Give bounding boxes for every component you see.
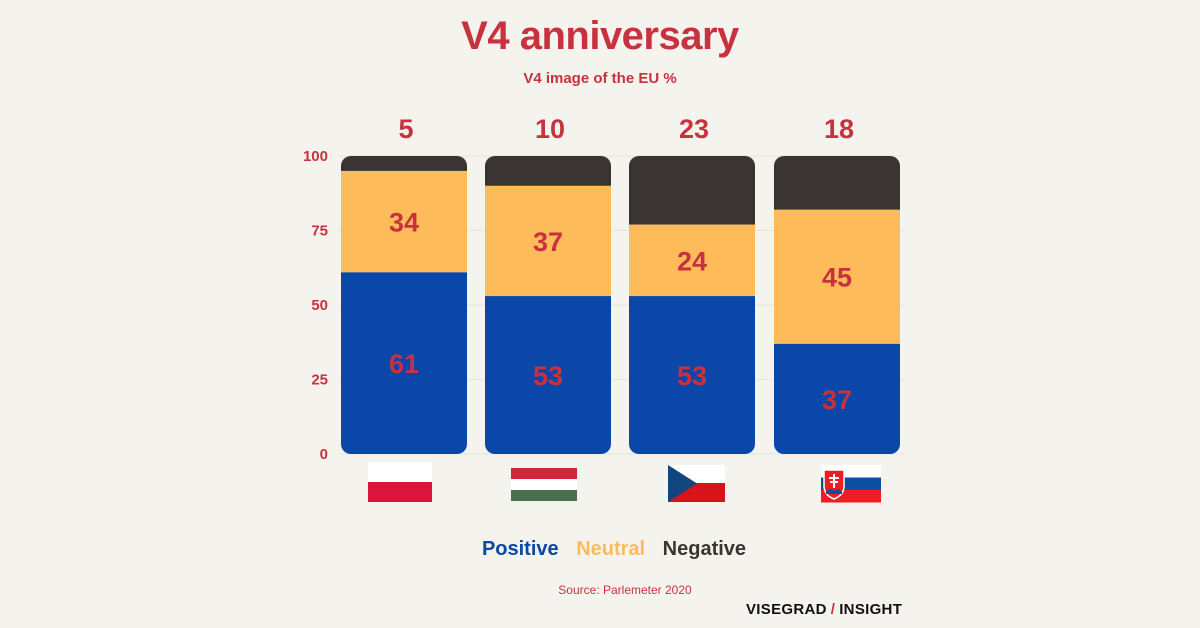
bar-segment-neutral [341, 170, 467, 273]
y-tick-label: 75 [311, 223, 328, 240]
bar-label-positive: 37 [822, 385, 852, 415]
brand-left: VISEGRAD [746, 601, 827, 618]
brand-separator: / [830, 601, 836, 618]
bar-segment-negative [629, 156, 755, 225]
bar-segment-positive [629, 296, 755, 454]
flag-poland-icon [368, 462, 432, 502]
bar-group-3 [774, 156, 900, 454]
bar-label-positive: 61 [389, 349, 419, 379]
source-note: Source: Parlemeter 2020 [558, 583, 692, 597]
bar-label-negative: 18 [824, 114, 854, 144]
legend-positive: Positive [481, 538, 559, 560]
bar-group-0 [341, 156, 467, 454]
bar-segment-positive [485, 296, 611, 454]
bar-segment-neutral [485, 185, 611, 297]
bar-label-positive: 53 [533, 361, 563, 391]
y-tick-label: 100 [303, 148, 328, 165]
bar-label-neutral: 34 [389, 208, 419, 238]
bar-label-neutral: 45 [822, 263, 852, 293]
y-tick-label: 25 [311, 372, 328, 389]
bar-segment-positive [341, 272, 467, 454]
y-tick-label: 50 [311, 297, 328, 314]
bars: 61 34 5 53 37 10 53 24 23 37 45 18 [341, 114, 900, 454]
bar-segment-negative [774, 156, 900, 210]
legend: Positive Neutral Negative [0, 538, 1200, 561]
bar-segment-neutral [629, 224, 755, 297]
flag-czech-icon [668, 465, 725, 502]
bar-group-2 [629, 156, 755, 454]
bar-segment-positive [774, 343, 900, 454]
bar-label-negative: 23 [679, 114, 709, 144]
brand-right: INSIGHT [839, 601, 903, 618]
chart-subtitle: V4 image of the EU % [523, 70, 677, 87]
bar-label-negative: 5 [398, 114, 413, 144]
flag-slovakia-icon [821, 465, 881, 503]
bar-label-negative: 10 [535, 114, 565, 144]
legend-neutral: Neutral [576, 538, 646, 560]
bar-label-neutral: 24 [677, 246, 707, 276]
bar-segment-negative [341, 156, 467, 171]
bar-segment-negative [485, 156, 611, 186]
flag-hungary-icon [511, 468, 577, 501]
brand-logo: VISEGRAD / INSIGHT [746, 601, 902, 618]
bar-label-neutral: 37 [533, 227, 563, 257]
bar-segment-neutral [774, 209, 900, 344]
legend-negative: Negative [662, 538, 747, 560]
y-tick-label: 0 [320, 446, 328, 463]
bar-label-positive: 53 [677, 361, 707, 391]
bar-group-1 [485, 156, 611, 454]
y-axis: 0 25 50 75 100 [303, 148, 328, 463]
chart-title: V4 anniversary [461, 14, 739, 58]
